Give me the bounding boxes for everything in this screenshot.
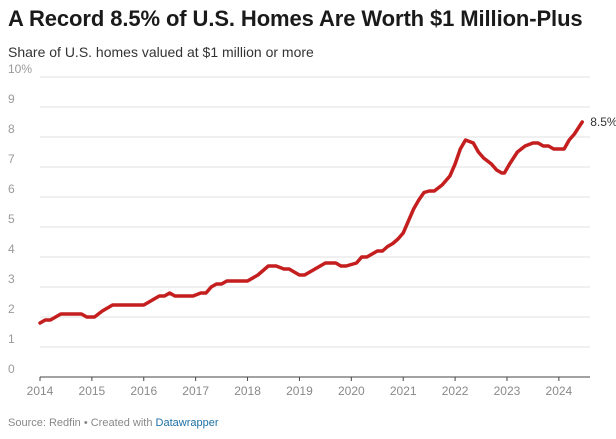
chart-subtitle: Share of U.S. homes valued at $1 million… [8,44,314,60]
y-tick-label: 9 [8,92,15,106]
x-tick-label: 2019 [286,384,313,398]
x-tick-label: 2018 [234,384,261,398]
chart-title: A Record 8.5% of U.S. Homes Are Worth $1… [8,6,583,31]
end-value-label: 8.5% [590,115,616,129]
x-tick-label: 2014 [27,384,54,398]
x-tick-label: 2016 [130,384,157,398]
y-tick-label: 5 [8,212,15,226]
y-tick-label: 8 [8,122,15,136]
x-tick-label: 2022 [442,384,469,398]
x-tick-label: 2017 [182,384,209,398]
y-tick-label: 10% [8,62,32,76]
y-tick-label: 0 [8,362,15,376]
line-chart: 0 1 2 3 4 5 6 7 8 9 10% 2014 2015 2016 2017 2018 2019 202… [8,62,616,398]
y-tick-label: 6 [8,182,15,196]
y-tick-label: 4 [8,242,15,256]
x-tick-label: 2020 [338,384,365,398]
y-tick-label: 1 [8,332,15,346]
x-tick-label: 2015 [79,384,106,398]
x-tick-label: 2023 [494,384,521,398]
y-tick-label: 3 [8,272,15,286]
series-line [38,120,584,325]
y-tick-label: 2 [8,302,15,316]
source-text: Source: Redfin • Created with [8,417,156,429]
y-tick-label: 7 [8,152,15,166]
x-tick-label: 2021 [390,384,417,398]
datawrapper-link[interactable]: Datawrapper [155,417,219,429]
footer-source: Source: Redfin • Created with Datawrappe… [8,417,219,429]
x-tick-label: 2024 [546,384,573,398]
